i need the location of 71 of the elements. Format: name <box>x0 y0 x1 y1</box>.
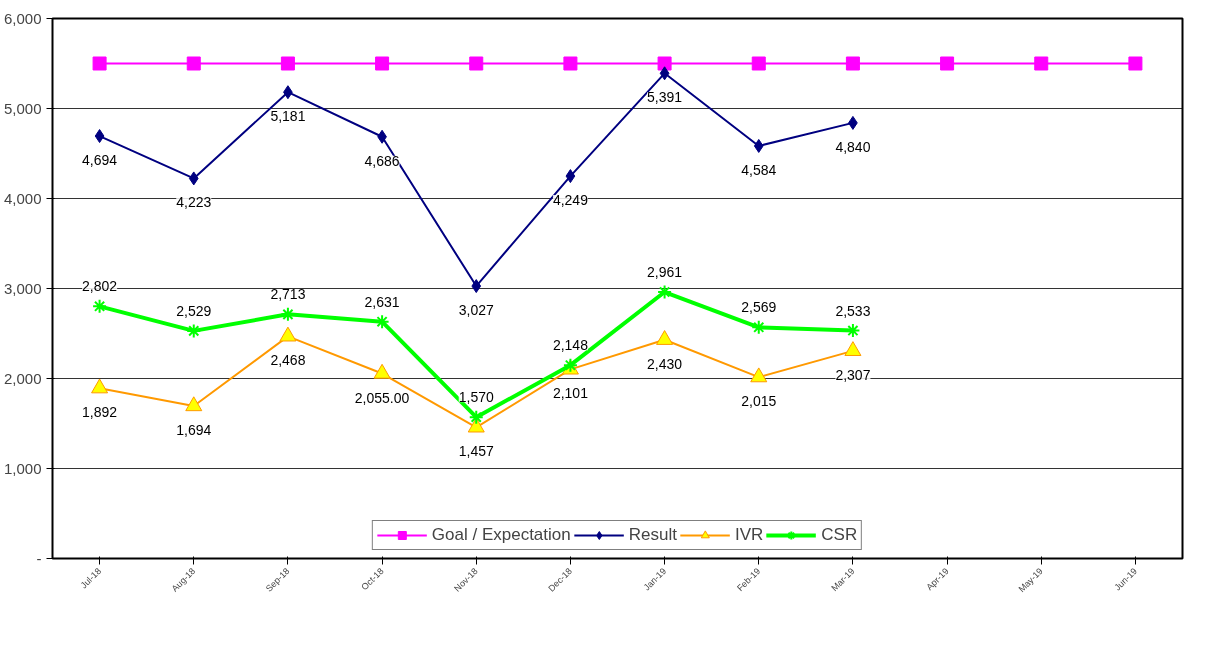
data-label: 4,694 <box>82 152 118 169</box>
point <box>468 409 484 425</box>
point <box>1034 56 1049 71</box>
data-label: 2,307 <box>835 366 871 383</box>
data-label: 2,055.00 <box>354 389 410 406</box>
point <box>186 323 202 339</box>
data-label: 1,694 <box>176 422 212 439</box>
data-label: 4,249 <box>552 192 589 209</box>
point <box>280 306 296 322</box>
data-label: 2,468 <box>270 352 306 369</box>
point <box>373 363 391 379</box>
y-tick-label: 5,000 <box>3 99 42 117</box>
data-label: 2,569 <box>741 299 777 316</box>
point <box>845 323 861 339</box>
data-label: 2,529 <box>176 302 212 319</box>
legend-label: IVR <box>734 525 764 545</box>
legend-label: CSR <box>821 525 858 545</box>
point <box>185 396 203 412</box>
point <box>188 171 199 186</box>
data-label: 1,892 <box>82 404 118 421</box>
data-label: 2,961 <box>647 264 683 281</box>
point <box>563 56 578 71</box>
legend-label: Goal / Expectation <box>431 525 571 545</box>
point <box>92 298 108 314</box>
y-tick-label: 1,000 <box>3 459 42 477</box>
data-label: 2,631 <box>364 293 400 310</box>
data-label: 2,430 <box>647 355 683 372</box>
data-label: 2,533 <box>835 302 871 319</box>
data-label: 2,148 <box>552 337 589 354</box>
data-label: 2,713 <box>270 286 306 303</box>
data-label: 4,840 <box>835 138 871 155</box>
point <box>565 169 576 184</box>
point <box>844 341 862 356</box>
y-tick-label: - <box>36 549 42 567</box>
point <box>751 56 766 71</box>
point <box>657 284 673 300</box>
data-label: 5,181 <box>270 108 306 125</box>
point <box>1128 56 1143 71</box>
y-tick-label: 3,000 <box>3 279 42 297</box>
point <box>753 138 764 153</box>
data-label: 2,802 <box>82 278 118 295</box>
point <box>375 56 390 71</box>
data-label: 5,391 <box>647 89 683 106</box>
point <box>845 56 860 71</box>
point <box>374 314 390 330</box>
point <box>467 417 485 433</box>
point <box>186 56 201 71</box>
data-label: 4,223 <box>176 194 212 211</box>
data-label: 4,686 <box>364 152 400 169</box>
data-label: 4,584 <box>741 161 777 178</box>
point <box>280 56 295 71</box>
point <box>469 56 484 71</box>
point <box>656 330 674 345</box>
legend-label: Result <box>628 525 677 545</box>
point <box>659 66 670 81</box>
point <box>940 56 955 71</box>
point <box>750 367 768 383</box>
point <box>92 56 107 71</box>
point <box>279 326 297 342</box>
data-label: 3,027 <box>458 302 494 319</box>
data-label: 1,570 <box>458 389 494 406</box>
point <box>94 129 105 144</box>
data-label: 2,101 <box>552 385 589 402</box>
data-label: 2,015 <box>741 393 777 410</box>
point <box>91 378 109 394</box>
y-tick-label: 2,000 <box>3 369 42 387</box>
point <box>471 279 482 294</box>
data-label: 1,457 <box>458 443 494 460</box>
y-tick-label: 4,000 <box>3 189 42 207</box>
point <box>657 56 672 71</box>
y-tick-label: 6,000 <box>3 9 42 27</box>
